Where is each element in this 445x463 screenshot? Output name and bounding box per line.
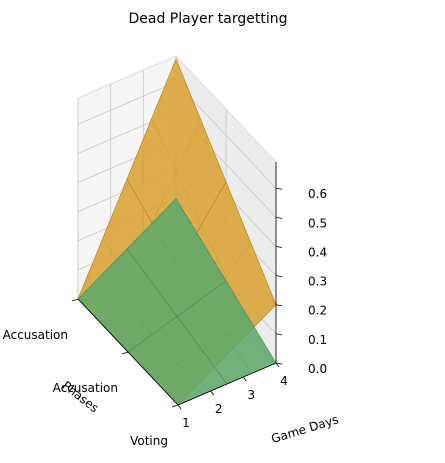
z-tick-mark <box>275 275 283 278</box>
surface-grid-line <box>175 198 277 364</box>
y-tick-mark <box>121 351 129 355</box>
z-tick-label: 0.1 <box>308 333 327 347</box>
x-tick-mark <box>177 404 182 410</box>
z-tick-mark <box>275 362 283 365</box>
x-tick-mark <box>275 362 280 368</box>
surface-grid-line <box>77 198 177 300</box>
surfaces <box>77 58 277 406</box>
y-tick-label: Accusation <box>53 381 118 395</box>
y-tick-label: Accusation <box>3 328 68 342</box>
surface-grid-line <box>126 248 228 385</box>
x-axis-label: Game Days <box>270 412 341 446</box>
z-tick-label: 0.6 <box>308 187 327 201</box>
chart-title: Dead Player targetting <box>128 11 287 27</box>
y-tick-mark <box>171 404 179 408</box>
x-tick-mark <box>210 390 214 396</box>
z-tick-label: 0.2 <box>308 304 327 318</box>
x-tick-label: 1 <box>182 416 190 430</box>
grid-line-z-left <box>77 81 177 125</box>
x-axis-line <box>177 362 277 406</box>
z-tick-mark <box>275 333 283 336</box>
z-tick-label: 0.0 <box>308 362 327 376</box>
z-tick-label: 0.5 <box>308 216 327 230</box>
surface-grid-line <box>77 58 177 300</box>
z-tick-mark <box>275 304 283 307</box>
z-tick-mark <box>275 187 283 190</box>
y-tick-label: Voting <box>130 434 168 448</box>
x-tick-label: 4 <box>280 374 288 388</box>
x-tick-label: 3 <box>248 388 256 402</box>
y-tick-mark <box>71 298 79 302</box>
surface-grid-line <box>175 58 277 305</box>
z-tick-mark <box>275 216 283 219</box>
axis-ticks: 1 2 3 4 Accusation Accusation Voting 0.0 0.1 0.2 0… <box>3 162 327 448</box>
z-tick-label: 0.4 <box>308 245 327 259</box>
z-tick-label: 0.3 <box>308 275 327 289</box>
x-tick-mark <box>243 376 247 382</box>
x-tick-label: 2 <box>215 402 223 416</box>
surface-grid-line <box>127 280 227 353</box>
z-tick-mark <box>275 246 283 248</box>
